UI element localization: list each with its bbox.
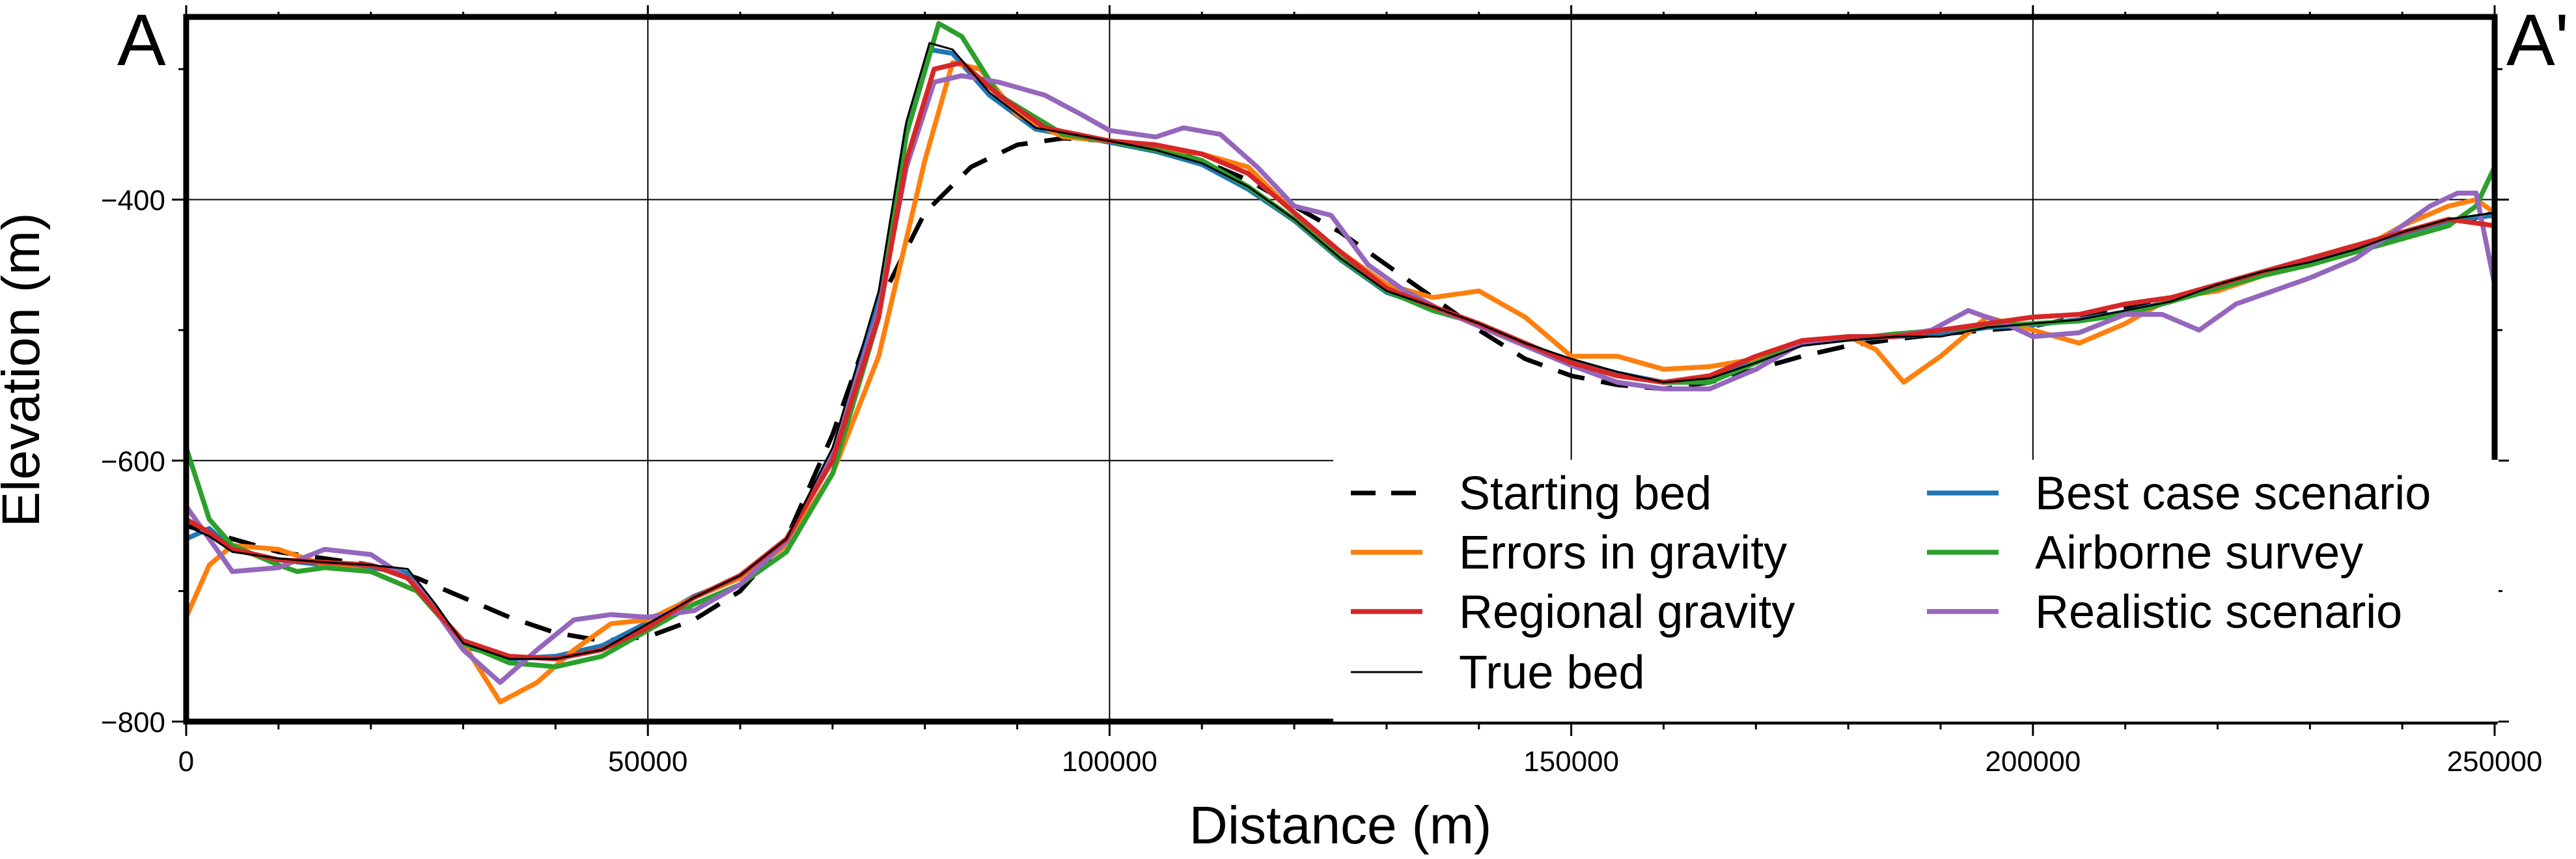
profile-start-label: A xyxy=(117,0,166,81)
tick-labels: 0 50000 100000 150000 200000 250000 −800 −600 −4… xyxy=(101,185,2543,778)
y-axis-title: Elevation (m) xyxy=(0,212,51,527)
legend-label: Regional gravity xyxy=(1459,586,1795,638)
legend-label: Realistic scenario xyxy=(2035,586,2402,638)
series-lines xyxy=(185,21,2496,705)
series-line-true-bed xyxy=(185,42,2496,660)
x-tick-label: 200000 xyxy=(1985,746,2081,778)
profile-end-label: A' xyxy=(2506,0,2569,81)
legend-background xyxy=(1333,460,2499,722)
legend-label: Best case scenario xyxy=(2035,468,2431,520)
legend-label: Starting bed xyxy=(1459,468,1711,520)
x-axis-title: Distance (m) xyxy=(1189,796,1492,855)
series-line-regional-gravity xyxy=(185,60,2496,662)
legend-label: Airborne survey xyxy=(2035,527,2363,579)
y-tick-label: −600 xyxy=(101,445,165,477)
legend: Starting bed Errors in gravity Regional gr… xyxy=(1333,460,2499,722)
y-tick-label: −800 xyxy=(101,707,165,739)
legend-label: Errors in gravity xyxy=(1459,527,1787,579)
series-line-starting-bed xyxy=(186,135,2495,643)
x-tick-label: 150000 xyxy=(1523,746,1619,778)
x-tick-label: 250000 xyxy=(2447,746,2543,778)
x-tick-label: 0 xyxy=(178,746,194,778)
x-tick-label: 50000 xyxy=(608,746,687,778)
y-tick-label: −400 xyxy=(101,185,165,217)
x-tick-label: 100000 xyxy=(1062,746,1157,778)
legend-label: True bed xyxy=(1459,647,1645,699)
series-line-realistic-scenario xyxy=(185,73,2496,685)
